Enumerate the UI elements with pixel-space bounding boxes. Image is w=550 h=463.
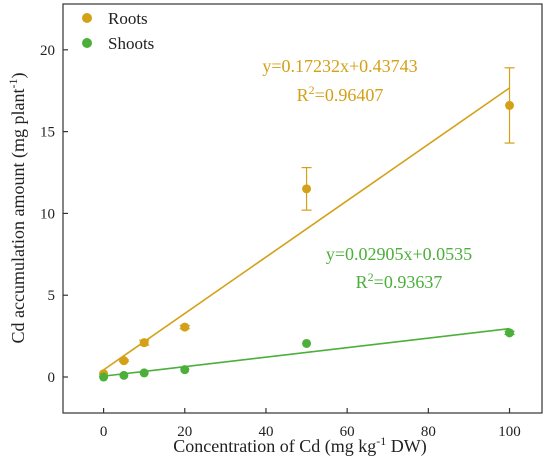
roots-equation: y=0.17232x+0.43743 R2=0.96407 bbox=[262, 56, 417, 105]
legend-label-roots: Roots bbox=[108, 9, 148, 28]
x-tick-label: 20 bbox=[177, 424, 192, 440]
shoots-data-point bbox=[505, 328, 515, 338]
y-tick-label: 5 bbox=[48, 288, 56, 304]
y-tick-label: 15 bbox=[40, 125, 55, 141]
x-axis-ticks: 0 20 40 60 80 100 bbox=[100, 408, 521, 440]
legend: Roots Shoots bbox=[82, 9, 154, 53]
x-tick-label: 40 bbox=[258, 424, 273, 440]
data-points bbox=[99, 100, 515, 382]
shoots-fit-equation: y=0.02905x+0.0535 bbox=[326, 244, 472, 264]
shoots-data-point bbox=[180, 365, 190, 375]
roots-r-squared: R2=0.96407 bbox=[297, 83, 384, 105]
roots-data-point bbox=[180, 322, 190, 332]
x-axis-title: Concentration of Cd (mg kg-1 DW) bbox=[173, 434, 426, 457]
shoots-fit-line bbox=[103, 327, 510, 377]
y-axis-title: Cd accumulation amount (mg plant-1) bbox=[6, 73, 29, 344]
shoots-data-point bbox=[139, 368, 149, 378]
x-tick-label: 60 bbox=[340, 424, 355, 440]
y-tick-label: 10 bbox=[40, 206, 55, 222]
shoots-data-point bbox=[119, 370, 129, 380]
roots-data-point bbox=[302, 184, 312, 194]
y-tick-label: 20 bbox=[40, 43, 55, 59]
x-tick-label: 80 bbox=[421, 424, 436, 440]
shoots-equation: y=0.02905x+0.0535 R2=0.93637 bbox=[326, 244, 472, 292]
shoots-r-squared: R2=0.93637 bbox=[356, 270, 443, 292]
roots-fit-line bbox=[103, 87, 510, 371]
roots-data-point bbox=[505, 100, 515, 110]
fit-lines bbox=[103, 87, 510, 377]
y-tick-label: 0 bbox=[48, 370, 56, 386]
roots-fit-equation: y=0.17232x+0.43743 bbox=[262, 56, 417, 76]
shoots-data-point bbox=[302, 338, 312, 348]
x-tick-label: 100 bbox=[498, 424, 521, 440]
legend-marker-shoots bbox=[82, 38, 92, 48]
roots-data-point bbox=[139, 338, 149, 348]
y-axis-ticks: 0 5 10 15 20 bbox=[40, 43, 68, 386]
shoots-data-point bbox=[99, 372, 109, 382]
roots-data-point bbox=[119, 356, 129, 366]
legend-label-shoots: Shoots bbox=[108, 34, 154, 53]
plot-frame bbox=[62, 3, 543, 414]
x-tick-label: 0 bbox=[100, 424, 108, 440]
legend-marker-roots bbox=[82, 13, 92, 23]
